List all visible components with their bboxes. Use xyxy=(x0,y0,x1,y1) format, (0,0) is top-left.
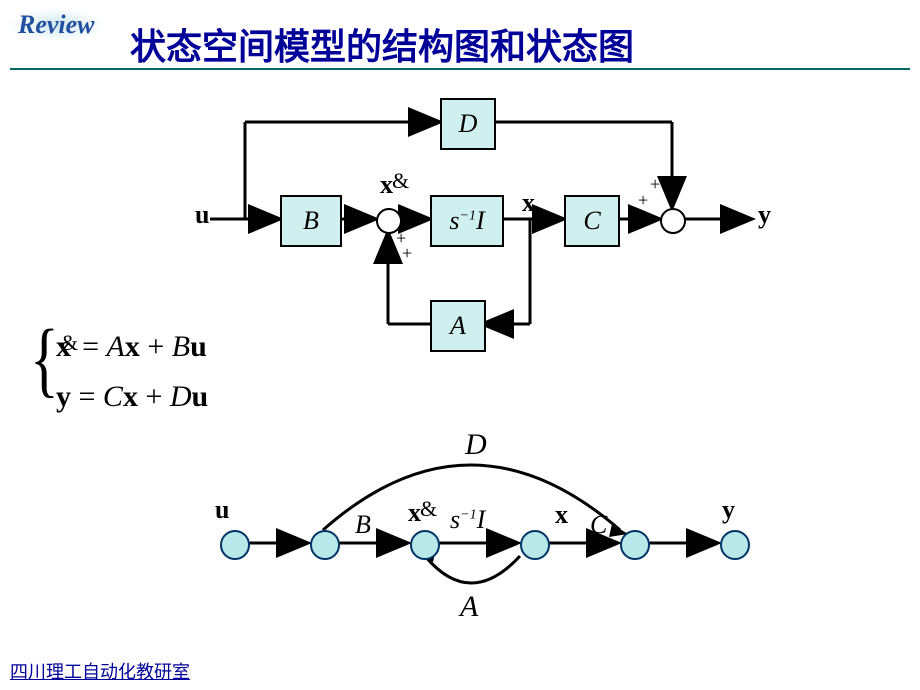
equation-brace: { xyxy=(30,311,59,408)
equation-line1: x&= Ax + Bu xyxy=(56,330,207,364)
sfg-label-y: y xyxy=(722,495,735,525)
sfg-node-6 xyxy=(720,530,750,560)
sfg-label-x-mid: x xyxy=(555,500,568,530)
sfg-node-2 xyxy=(310,530,340,560)
sfg-node-5 xyxy=(620,530,650,560)
label-u: u xyxy=(195,200,209,230)
sfg-label-u: u xyxy=(215,495,229,525)
plus-2b: + xyxy=(638,190,648,211)
sum-node-2 xyxy=(660,208,686,234)
block-D: D xyxy=(440,98,496,150)
sfg-label-C: C xyxy=(590,510,607,540)
sfg-label-B: B xyxy=(355,510,371,540)
footer-text: 四川理工自动化教研室 xyxy=(10,658,190,684)
page-title: 状态空间模型的结构图和状态图 xyxy=(130,18,634,70)
label-y: y xyxy=(758,200,771,230)
label-xdot-amp: & xyxy=(392,168,409,194)
plus-1b: + xyxy=(402,243,412,264)
title-underline xyxy=(10,68,910,70)
plus-2a: + xyxy=(650,174,660,195)
block-integrator: s−1I xyxy=(430,195,504,247)
review-badge: Review xyxy=(8,8,105,42)
equation-line2: y = Cx + Du xyxy=(56,380,208,414)
block-B: B xyxy=(280,195,342,247)
label-x: x xyxy=(522,188,535,218)
sfg-label-A: A xyxy=(460,590,478,624)
block-A: A xyxy=(430,300,486,352)
sfg-label-sI: s−1I xyxy=(450,505,485,535)
integrator-label: s−1I xyxy=(449,206,484,236)
sfg-node-3 xyxy=(410,530,440,560)
block-C: C xyxy=(564,195,620,247)
sfg-node-1 xyxy=(220,530,250,560)
sfg-node-4 xyxy=(520,530,550,560)
sfg-label-D: D xyxy=(465,428,487,462)
sfg-label-xdot-amp: & xyxy=(420,496,437,522)
